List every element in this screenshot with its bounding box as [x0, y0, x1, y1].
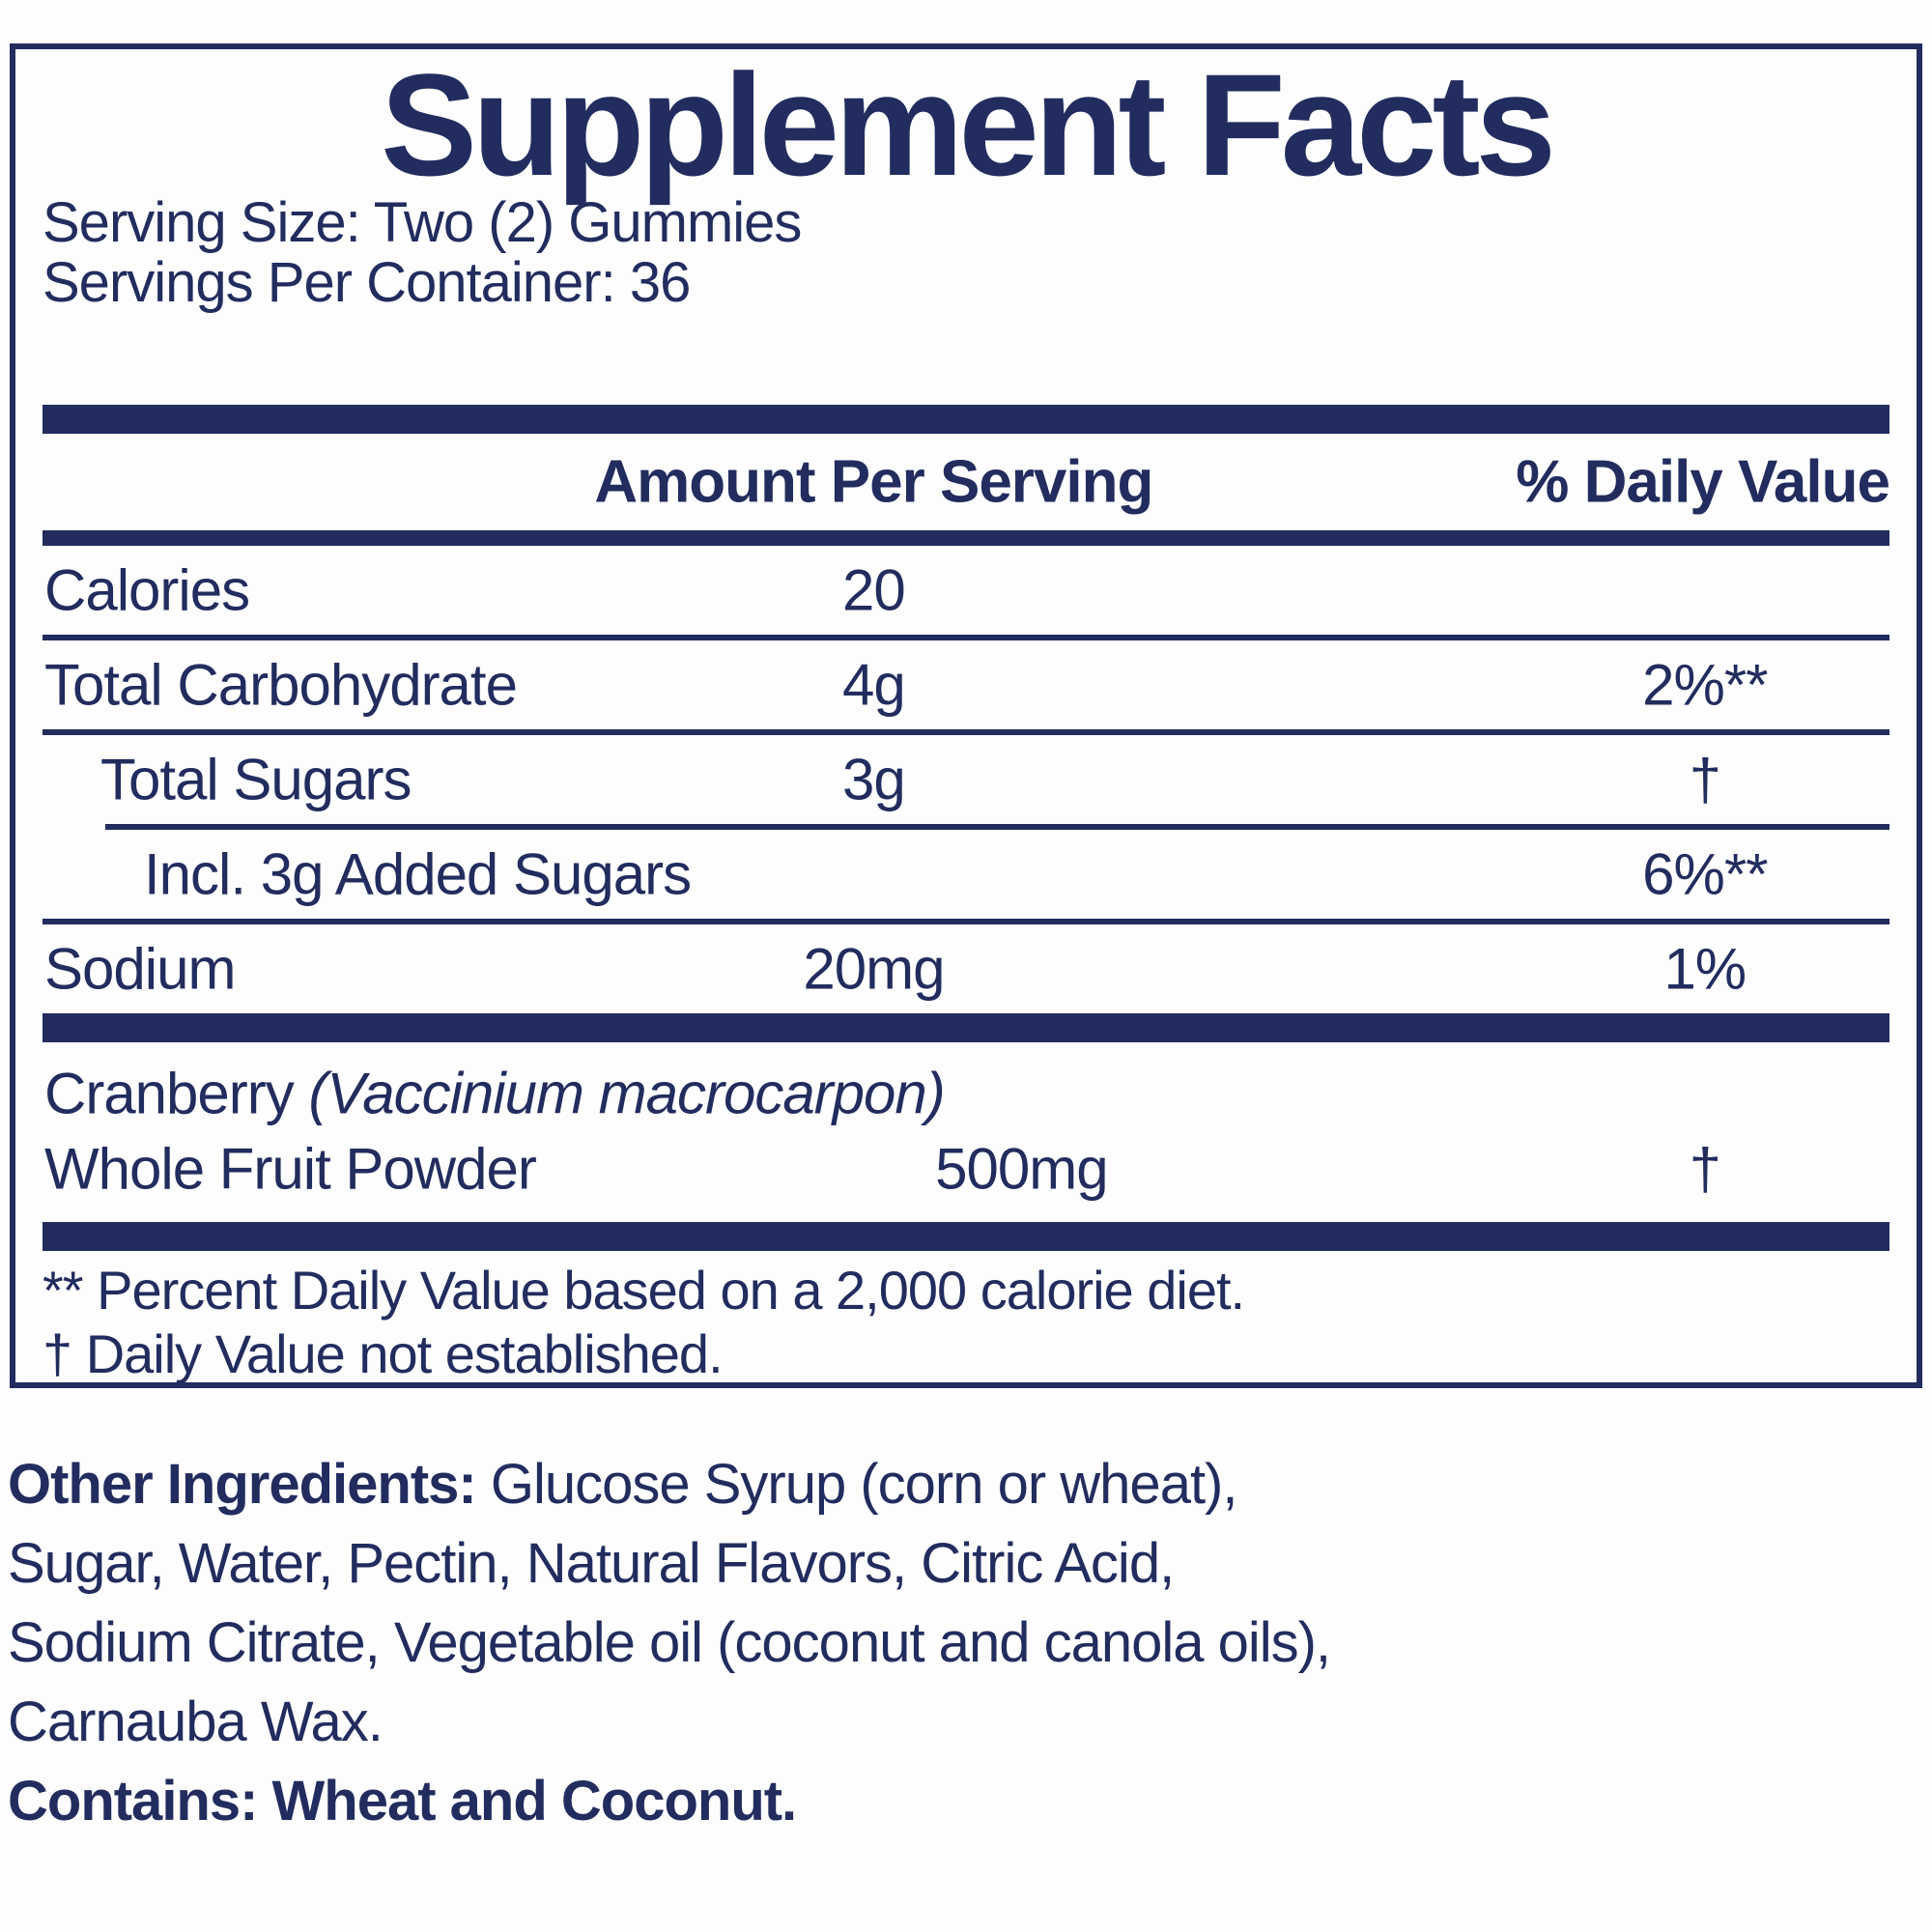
nutrient-dv: 2%** [1642, 652, 1768, 718]
nutrient-name: Calories [44, 557, 250, 623]
nutrient-amount: 20mg [803, 936, 945, 1002]
contains-statement: Contains: Wheat and Coconut. [8, 1770, 797, 1833]
cranberry-latin-name: (Vaccinium macrocarpon) [308, 1061, 945, 1126]
row-added-sugars: Incl. 3g Added Sugars 6%** [43, 830, 1889, 919]
nutrient-dv: † [1689, 747, 1721, 812]
separator-line-indented [105, 824, 1889, 830]
label-title: Supplement Facts [381, 43, 1556, 206]
cranberry-amount-line: Whole Fruit Powder 500mg † [43, 1131, 1889, 1207]
row-total-sugars: Total Sugars 3g † [43, 735, 1889, 824]
separator-line [43, 919, 1889, 924]
serving-size-text: Serving Size: Two (2) Gummies [43, 191, 802, 254]
nutrient-dv: 6%** [1642, 841, 1768, 907]
nutrient-name: Total Carbohydrate [44, 652, 518, 718]
thick-divider-bottom [43, 1222, 1889, 1251]
row-total-carbohydrate: Total Carbohydrate 4g 2%** [43, 640, 1889, 729]
nutrient-amount: 500mg [935, 1136, 1108, 1202]
footnote-dagger: † Daily Value not established. [43, 1323, 724, 1384]
cranberry-name-line2: Whole Fruit Powder [44, 1136, 537, 1202]
other-ingredients-line-4: Carnauba Wax. [8, 1690, 384, 1753]
footnotes: ** Percent Daily Value based on a 2,000 … [43, 1259, 1889, 1386]
other-ingredients-line-3: Sodium Citrate, Vegetable oil (coconut a… [8, 1611, 1331, 1674]
nutrient-name: Total Sugars [100, 747, 412, 812]
supplement-facts-box: Supplement Facts Serving Size: Two (2) G… [10, 43, 1922, 1388]
separator-line [43, 729, 1889, 735]
cranberry-name-regular: Cranberry [44, 1061, 309, 1126]
other-ingredients-line-2: Sugar, Water, Pectin, Natural Flavors, C… [8, 1532, 1175, 1595]
cranberry-name-line: Cranberry (Vaccinium macrocarpon) [43, 1056, 1889, 1131]
thick-divider-middle [43, 1013, 1889, 1042]
nutrient-amount: 4g [842, 652, 906, 718]
other-ingredients-line-1-rest: Glucose Syrup (corn or wheat), [475, 1453, 1238, 1516]
row-cranberry: Cranberry (Vaccinium macrocarpon) Whole … [43, 1042, 1889, 1207]
table-header-row: Amount Per Serving % Daily Value [43, 434, 1890, 530]
nutrient-amount: 20 [842, 557, 906, 623]
amount-per-serving-header: Amount Per Serving [594, 448, 1153, 516]
bottom-text-section: Other Ingredients: Glucose Syrup (corn o… [8, 1432, 1843, 1841]
nutrient-dv: † [1689, 1136, 1721, 1202]
cranberry-name: Cranberry (Vaccinium macrocarpon) [44, 1061, 946, 1127]
row-calories: Calories 20 [43, 546, 1889, 635]
nutrient-name: Sodium [44, 936, 236, 1002]
row-sodium: Sodium 20mg 1% [43, 924, 1889, 1013]
nutrient-amount: 3g [842, 747, 906, 812]
servings-per-container-text: Servings Per Container: 36 [43, 251, 691, 314]
other-ingredients-label: Other Ingredients: [8, 1453, 477, 1516]
other-ingredients-line-1: Other Ingredients: Glucose Syrup (corn o… [8, 1445, 1843, 1524]
nutrient-name: Incl. 3g Added Sugars [144, 841, 692, 907]
nutrient-dv: 1% [1663, 936, 1747, 1002]
thick-divider-top [43, 405, 1889, 434]
separator-line [43, 635, 1889, 640]
daily-value-header: % Daily Value [1516, 448, 1890, 516]
footnote-daily-value: ** Percent Daily Value based on a 2,000 … [43, 1260, 1245, 1321]
header-underline-bar [43, 530, 1889, 546]
